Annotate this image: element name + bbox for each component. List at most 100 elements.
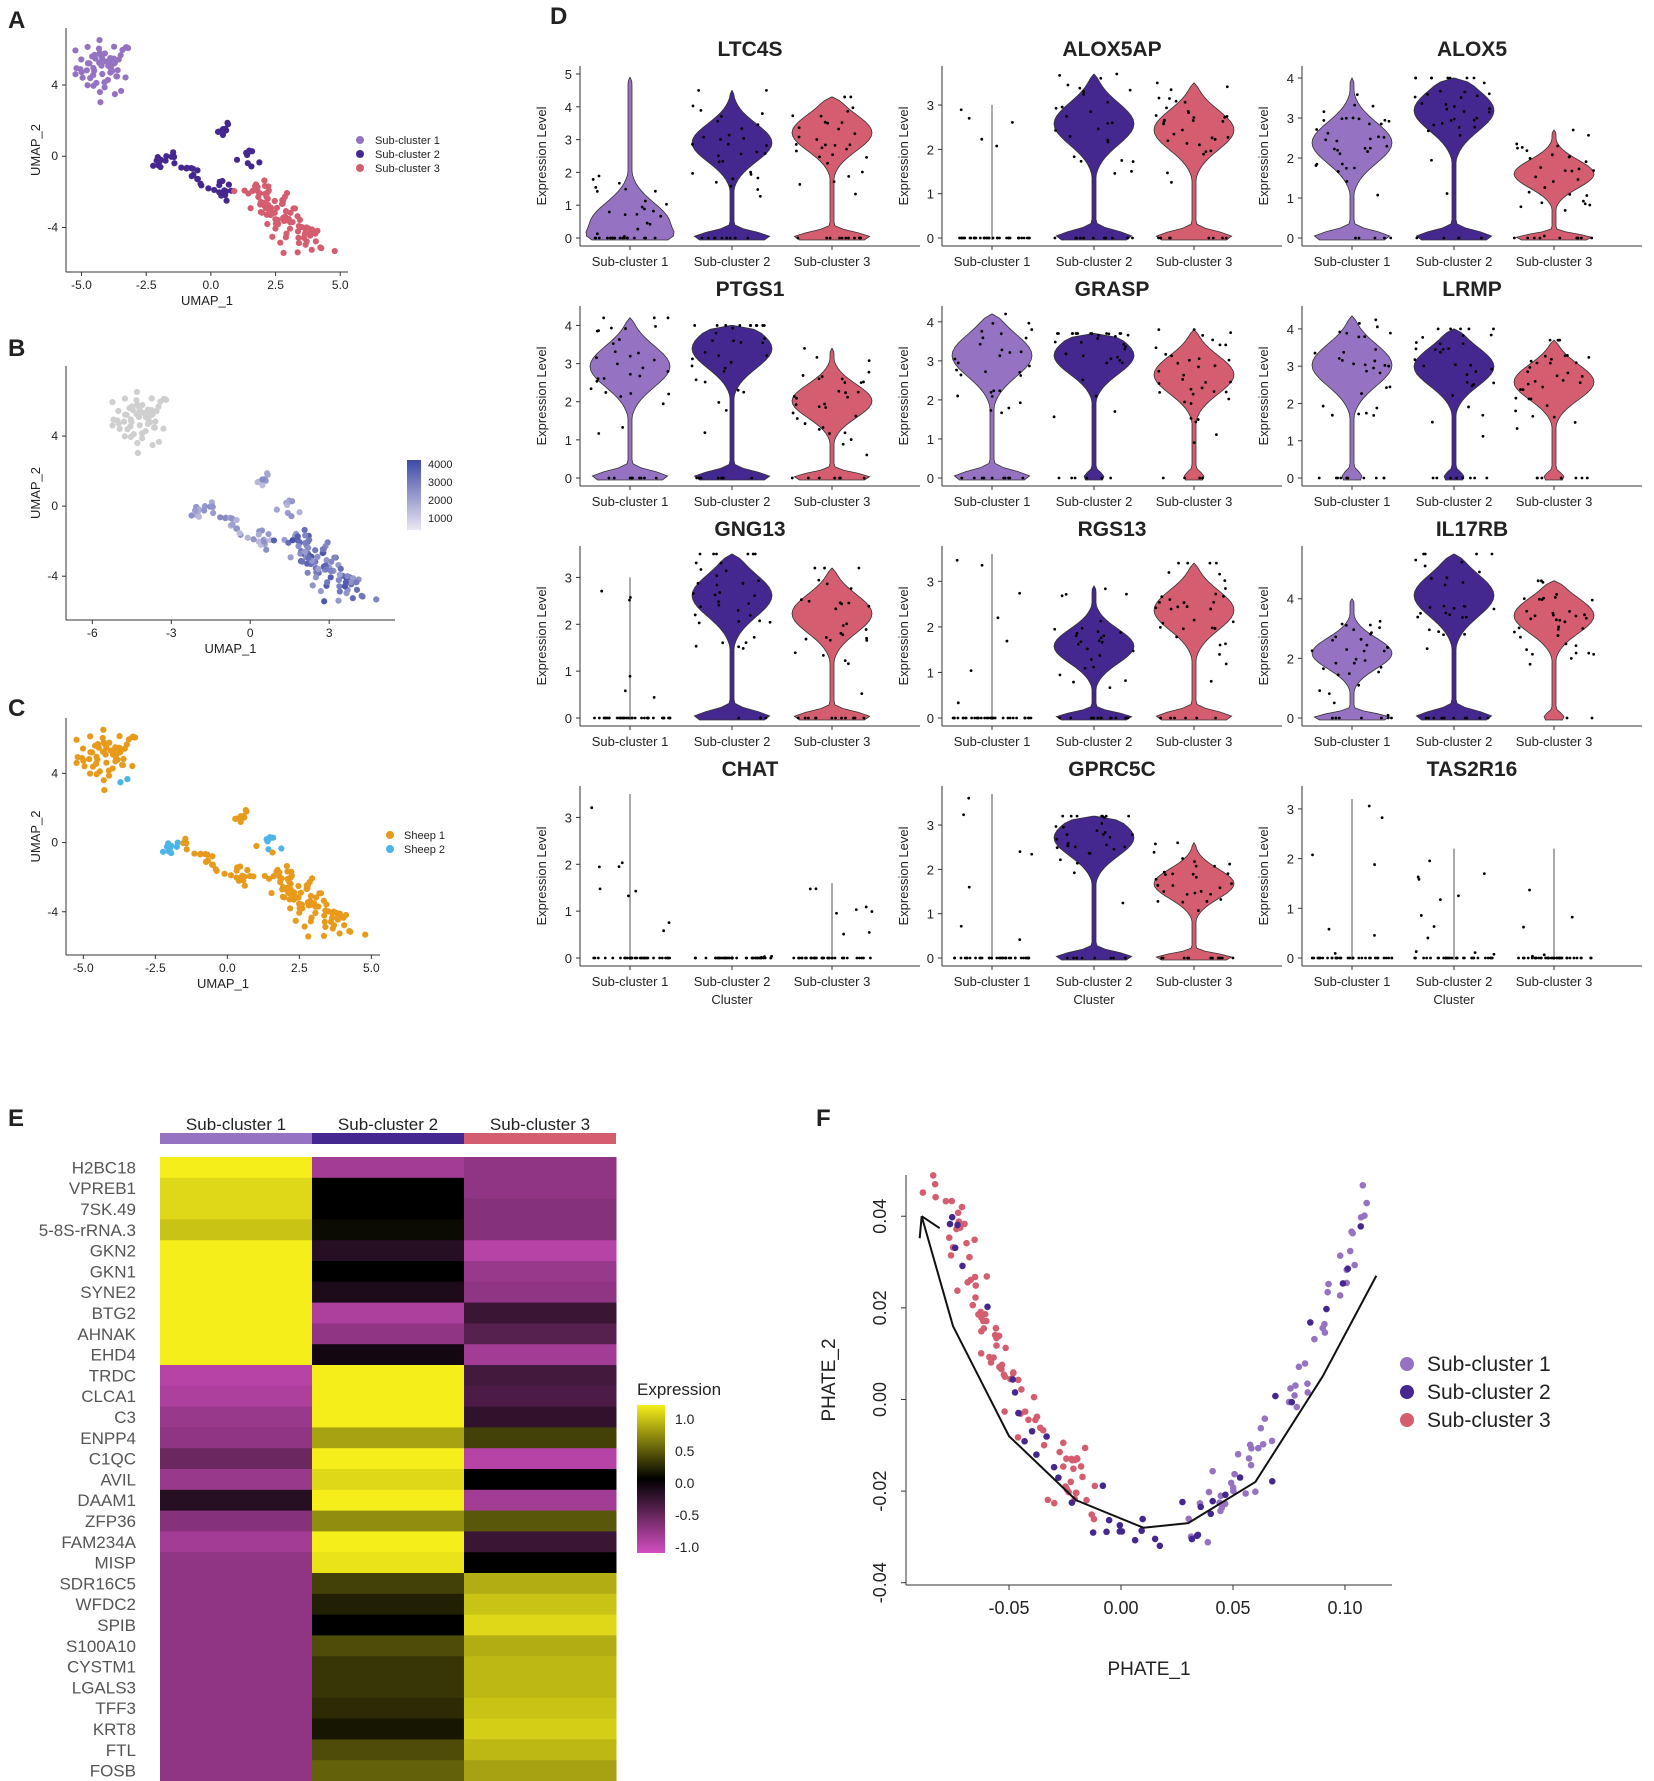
umap-point [72,47,79,54]
violin-point [1314,164,1318,167]
umap-point [192,507,199,514]
violin-point [846,395,849,399]
umap-point [292,917,299,924]
umap-point [244,867,251,874]
violin-point [1581,627,1585,630]
violin-point [803,422,807,425]
umap-point [148,395,155,402]
violin-point [1423,564,1427,568]
umap-point [287,554,294,561]
y-tick-label: 2 [927,862,934,877]
violin-point [1197,357,1201,361]
violin-point [1065,833,1069,836]
violin-point [1576,236,1580,240]
violin-point [1522,597,1526,601]
umap-point [96,49,103,57]
violin-point [843,659,847,663]
violin-point [1211,338,1215,342]
phate-point [1351,1261,1358,1269]
violin-point [715,574,719,577]
violin-point [1531,414,1535,418]
violin-point [1118,332,1122,335]
violin-point [1331,638,1334,642]
violin-point [838,476,842,480]
heatmap-cell [464,1219,617,1241]
heatmap-cell [160,1739,313,1761]
violin-point [595,189,599,193]
heatmap-row-label: TFF3 [95,1699,136,1718]
x-tick-label: Sub-cluster 1 [592,494,669,509]
y-tick-label: 2 [565,395,572,410]
violin-point [717,154,720,158]
violin-point [724,956,728,960]
violin-point [1362,476,1366,480]
umap-point [197,180,204,187]
y-axis-title: Expression Level [534,826,549,925]
violin-point [847,174,851,178]
violin-point [698,552,702,556]
violin-point [604,716,608,720]
umap-point [90,64,97,72]
violin-point [815,138,819,141]
violin-point [1080,956,1084,960]
violin-point [814,716,818,720]
violin-point [996,616,1000,620]
umap-point [337,565,344,572]
umap-point [294,533,301,540]
violin-point [987,236,991,240]
violin-point [733,236,737,240]
violin-point [1422,956,1425,960]
violin-point [1558,236,1562,240]
violin-point [721,476,725,480]
heatmap-cell [312,1677,465,1699]
umap-point [296,509,303,516]
violin-point [867,604,871,608]
x-axis-title: PHATE_1 [1107,1659,1190,1680]
umap-point [111,59,118,67]
heatmap-cell [312,1406,465,1428]
phate-point [1068,1499,1076,1506]
umap-point [87,733,94,740]
violin-point [1103,587,1107,591]
umap-point [336,588,343,595]
legend-swatch [1400,1413,1414,1427]
violin-point [1533,614,1537,618]
violin-point [1382,476,1386,480]
violin-point [717,600,720,604]
violin-point [981,336,985,340]
violin-point [967,116,971,120]
violin-point [1019,374,1023,377]
phate-point [951,1244,959,1252]
umap-point [89,71,97,79]
umap-point [327,567,335,575]
violin-point [626,236,629,240]
violin-point [837,127,840,131]
violin-point [1194,875,1198,879]
violin-point [1172,132,1176,136]
legend-swatch [386,831,394,839]
violin-point [1440,121,1444,125]
phate-point [1055,1474,1062,1481]
violin-point [1554,618,1558,622]
umap-point [321,912,328,919]
violin-point [860,692,864,696]
violin-point [1473,125,1477,129]
violin-point [1015,716,1018,720]
violin-point [1128,88,1132,92]
violin-point [1189,416,1193,420]
phate-point [1357,1223,1365,1230]
violin-point [1130,169,1133,173]
violin-point [619,716,622,720]
violin-point [798,183,802,186]
violin-point [653,189,657,193]
umap-point [341,922,348,929]
violin-point [969,669,973,673]
violin-point [628,372,632,376]
y-tick-label: 2 [565,617,572,632]
y-tick-label: -4 [47,905,58,919]
violin-point [1170,180,1173,184]
umap-point [142,428,149,435]
violin-point [694,378,698,382]
umap-point [133,411,140,418]
violin-point [1186,561,1190,565]
